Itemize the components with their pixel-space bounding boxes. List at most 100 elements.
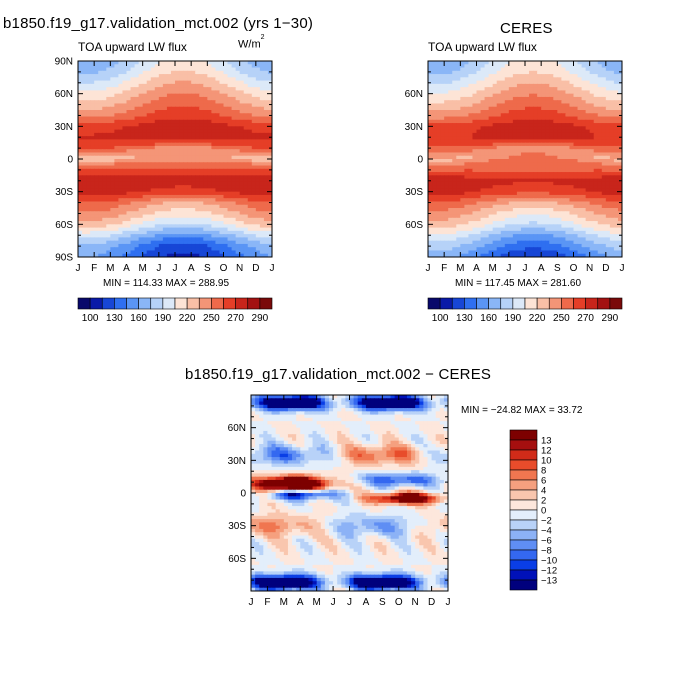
heatmap-cell	[476, 93, 482, 98]
heatmap-cell	[98, 198, 103, 203]
heatmap-cell	[146, 191, 152, 196]
heatmap-cell	[573, 100, 579, 105]
heatmap-cell	[255, 250, 261, 255]
heatmap-cell	[199, 96, 204, 101]
heatmap-cell	[553, 90, 558, 95]
heatmap-cell	[601, 103, 607, 108]
heatmap-cell	[86, 250, 91, 255]
heatmap-cell	[118, 227, 124, 232]
heatmap-cell	[235, 119, 241, 124]
heatmap-cell	[78, 250, 83, 255]
heatmap-cell	[496, 110, 502, 114]
heatmap-cell	[573, 159, 579, 163]
heatmap-cell	[191, 110, 196, 114]
heatmap-cell	[86, 110, 91, 114]
heatmap-cell	[243, 191, 249, 196]
heatmap-cell	[114, 129, 120, 134]
heatmap-cell	[162, 142, 168, 147]
heatmap-cell	[428, 175, 433, 180]
heatmap-cell	[533, 136, 538, 140]
heatmap-cell	[255, 100, 261, 105]
heatmap-cell	[98, 145, 103, 150]
heatmap-cell	[195, 142, 200, 147]
heatmap-cell	[179, 253, 184, 257]
heatmap-cell	[130, 240, 136, 245]
heatmap-cell	[573, 181, 579, 186]
heatmap-cell	[78, 77, 83, 82]
heatmap-cell	[130, 253, 136, 257]
heatmap-cell	[94, 126, 99, 131]
heatmap-cell	[545, 201, 550, 206]
heatmap-cell	[98, 234, 103, 238]
heatmap-cell	[211, 211, 217, 216]
heatmap-cell	[492, 129, 498, 134]
heatmap-cell	[130, 61, 136, 65]
heatmap-cell	[231, 132, 237, 137]
heatmap-cell	[239, 67, 245, 72]
heatmap-cell	[187, 110, 192, 114]
heatmap-cell	[122, 152, 128, 157]
heatmap-cell	[239, 77, 245, 82]
heatmap-cell	[82, 243, 87, 248]
heatmap-cell	[504, 116, 510, 121]
heatmap-cell	[183, 181, 188, 186]
heatmap-cell	[440, 103, 445, 108]
heatmap-cell	[150, 116, 156, 121]
heatmap-cell	[593, 178, 599, 183]
heatmap-cell	[565, 61, 571, 65]
heatmap-cell	[183, 221, 188, 225]
heatmap-cell	[162, 204, 168, 209]
heatmap-cell	[472, 110, 478, 114]
heatmap-cell	[142, 126, 148, 131]
heatmap-cell	[195, 145, 200, 150]
heatmap-cell	[565, 175, 571, 180]
heatmap-cell	[251, 162, 257, 167]
heatmap-cell	[122, 126, 128, 131]
heatmap-cell	[211, 250, 217, 255]
heatmap-cell	[259, 178, 265, 183]
heatmap-cell	[444, 168, 449, 173]
heatmap-cell	[130, 247, 136, 252]
heatmap-cell	[557, 188, 562, 193]
heatmap-cell	[243, 208, 249, 212]
heatmap-cell	[82, 204, 87, 209]
heatmap-cell	[259, 70, 265, 75]
heatmap-cell	[565, 80, 571, 85]
panel2-subtitle: TOA upward LW flux	[428, 40, 537, 54]
heatmap-cell	[525, 100, 530, 105]
heatmap-cell	[94, 61, 99, 65]
heatmap-cell	[541, 96, 546, 101]
heatmap-cell	[179, 90, 184, 95]
heatmap-cell	[593, 191, 599, 196]
heatmap-cell	[452, 139, 457, 144]
heatmap-cell	[158, 119, 164, 124]
heatmap-cell	[589, 74, 595, 78]
heatmap-cell	[235, 106, 241, 111]
heatmap-cell	[106, 142, 111, 147]
heatmap-cell	[585, 70, 591, 75]
heatmap-cell	[235, 178, 241, 183]
heatmap-cell	[565, 123, 571, 127]
heatmap-cell	[146, 243, 152, 248]
heatmap-cell	[549, 106, 554, 111]
heatmap-cell	[613, 142, 619, 147]
heatmap-cell	[267, 172, 272, 176]
heatmap-cell	[613, 113, 619, 118]
heatmap-cell	[480, 103, 486, 108]
heatmap-cell	[130, 100, 136, 105]
heatmap-cell	[500, 129, 506, 134]
heatmap-cell	[553, 96, 558, 101]
heatmap-cell	[187, 159, 192, 163]
heatmap-cell	[500, 181, 506, 186]
heatmap-cell	[561, 110, 567, 114]
heatmap-cell	[484, 145, 490, 150]
heatmap-cell	[154, 250, 160, 255]
heatmap-cell	[593, 93, 599, 98]
heatmap-cell	[263, 155, 269, 160]
heatmap-cell	[219, 119, 225, 124]
heatmap-cell	[428, 64, 433, 69]
heatmap-cell	[259, 175, 265, 180]
heatmap-cell	[162, 165, 168, 170]
heatmap-cell	[476, 110, 482, 114]
heatmap-cell	[247, 243, 253, 248]
